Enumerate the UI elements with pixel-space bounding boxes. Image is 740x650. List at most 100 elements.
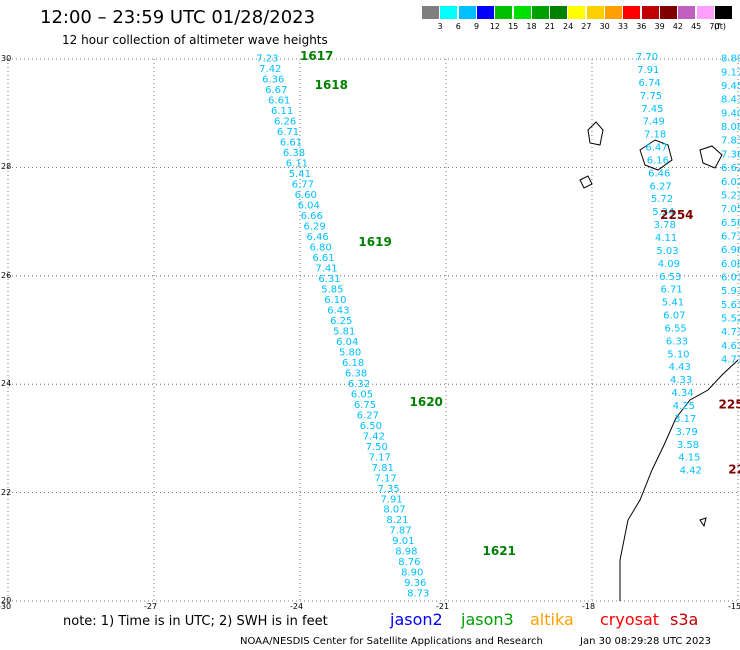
swh-value: 6.53: [659, 272, 681, 283]
swh-value: 5.03: [656, 246, 678, 257]
y-tick-label: 20: [1, 596, 12, 605]
swh-value: 6.77: [721, 231, 740, 242]
swh-value: 5.41: [662, 298, 684, 309]
swh-value: 6.71: [660, 285, 682, 296]
swh-value: 6.26: [274, 117, 296, 128]
swh-value: 7.42: [363, 431, 385, 442]
swh-value: 4.25: [673, 401, 695, 412]
swh-value: 4.09: [658, 259, 680, 270]
scale-tick-label: 42: [672, 22, 683, 31]
scale-swatch: [696, 6, 714, 19]
swh-value: 6.75: [354, 400, 376, 411]
x-tick-label: -15: [728, 602, 740, 611]
swh-value: 6.56: [721, 218, 740, 229]
legend-note: note: 1) Time is in UTC; 2) SWH is in fe…: [63, 614, 328, 629]
pass-label: 1619: [358, 235, 391, 249]
scale-tick-label: 12: [489, 22, 500, 31]
legend-jason2: jason2: [390, 610, 443, 629]
swh-value: 8.21: [386, 515, 408, 526]
x-tick-label: -27: [144, 602, 158, 611]
swh-value: 5.81: [333, 326, 355, 337]
swh-value: 5.10: [667, 349, 689, 360]
x-tick-label: -21: [436, 602, 450, 611]
swh-value: 7.36: [721, 149, 740, 160]
scale-swatch: [513, 6, 531, 19]
swh-value: 5.85: [321, 284, 343, 295]
swh-value: 5.52: [721, 314, 740, 325]
swh-value: 6.61: [268, 96, 290, 107]
swh-value: 8.76: [398, 557, 420, 568]
scale-tick-label: 33: [617, 22, 629, 31]
scale-tick-label: 18: [526, 22, 537, 31]
swh-value: 8.90: [401, 568, 423, 579]
scale-tick-label: 36: [636, 22, 647, 31]
swh-value: 6.29: [304, 222, 326, 233]
swh-value: 7.70: [636, 52, 658, 63]
scale-tick-label: 9: [474, 22, 480, 31]
swh-value: 5.93: [721, 286, 740, 297]
x-tick-label: -24: [290, 602, 304, 611]
swh-value: 4.33: [670, 375, 692, 386]
swh-value: 7.23: [256, 54, 278, 65]
y-tick-label: 22: [1, 487, 12, 497]
pass-label: 1621: [483, 544, 516, 558]
pass-label: 1617: [300, 49, 333, 63]
swh-value: 6.71: [277, 127, 299, 138]
island-outline: [699, 145, 723, 169]
swh-value: 6.11: [286, 159, 308, 170]
swh-value: 6.05: [351, 389, 373, 400]
swh-value: 7.35: [377, 484, 399, 495]
swh-value: 6.61: [312, 253, 334, 264]
swh-value: 7.50: [366, 442, 388, 453]
island-outline: [587, 121, 604, 146]
swh-value: 7.17: [375, 473, 397, 484]
swh-value: 7.41: [315, 263, 337, 274]
swh-value: 5.61: [721, 300, 740, 311]
swh-value: 6.74: [639, 78, 661, 89]
swh-value: 8.43: [721, 95, 740, 106]
scale-swatch: [641, 6, 659, 19]
swh-value: 6.08: [721, 259, 740, 270]
credit-line: NOAA/NESDIS Center for Satellite Applica…: [240, 636, 543, 647]
pass-label: 2254: [660, 208, 693, 222]
swh-value: 6.33: [666, 336, 688, 347]
swh-value: 5.41: [289, 169, 311, 180]
scale-swatch: [678, 6, 696, 19]
scale-swatch: [550, 6, 568, 19]
swh-value: 4.71: [721, 355, 740, 366]
scale-swatch: [458, 6, 476, 19]
swh-value: 5.21: [721, 190, 740, 201]
pass-label: 1618: [315, 78, 348, 92]
swh-value: 6.80: [309, 243, 331, 254]
swh-value: 7.17: [369, 452, 391, 463]
x-tick-label: -18: [582, 602, 596, 611]
swh-value: 4.11: [655, 233, 677, 244]
scale-swatch: [586, 6, 604, 19]
swh-value: 6.16: [647, 155, 669, 166]
swh-value: 4.43: [669, 362, 691, 373]
scale-swatch: [531, 6, 549, 19]
pass-label: 2253: [719, 398, 740, 412]
swh-value: 6.32: [348, 379, 370, 390]
swh-value: 8.89: [721, 54, 740, 65]
legend-altika: altika: [530, 610, 574, 629]
scale-tick-label: 70: [709, 22, 720, 31]
swh-value: 5.72: [651, 194, 673, 205]
swh-value: 6.67: [265, 85, 287, 96]
coastline: [619, 359, 739, 601]
swh-value: 5.80: [339, 347, 361, 358]
scale-tick-label: 15: [508, 22, 519, 31]
swh-value: 7.75: [640, 91, 662, 102]
swh-value: 9.45: [721, 81, 740, 92]
legend-jason3: jason3: [461, 610, 514, 629]
scale-swatch: [605, 6, 622, 19]
swh-value: 9.01: [392, 536, 414, 547]
scale-tick-label: 39: [654, 22, 665, 31]
swh-value: 6.38: [283, 148, 305, 159]
swh-value: 4.34: [671, 388, 693, 399]
scale-swatch: [659, 6, 677, 19]
island-outline: [639, 139, 673, 171]
swh-value: 3.78: [654, 220, 676, 231]
swh-value: 6.55: [665, 323, 687, 334]
